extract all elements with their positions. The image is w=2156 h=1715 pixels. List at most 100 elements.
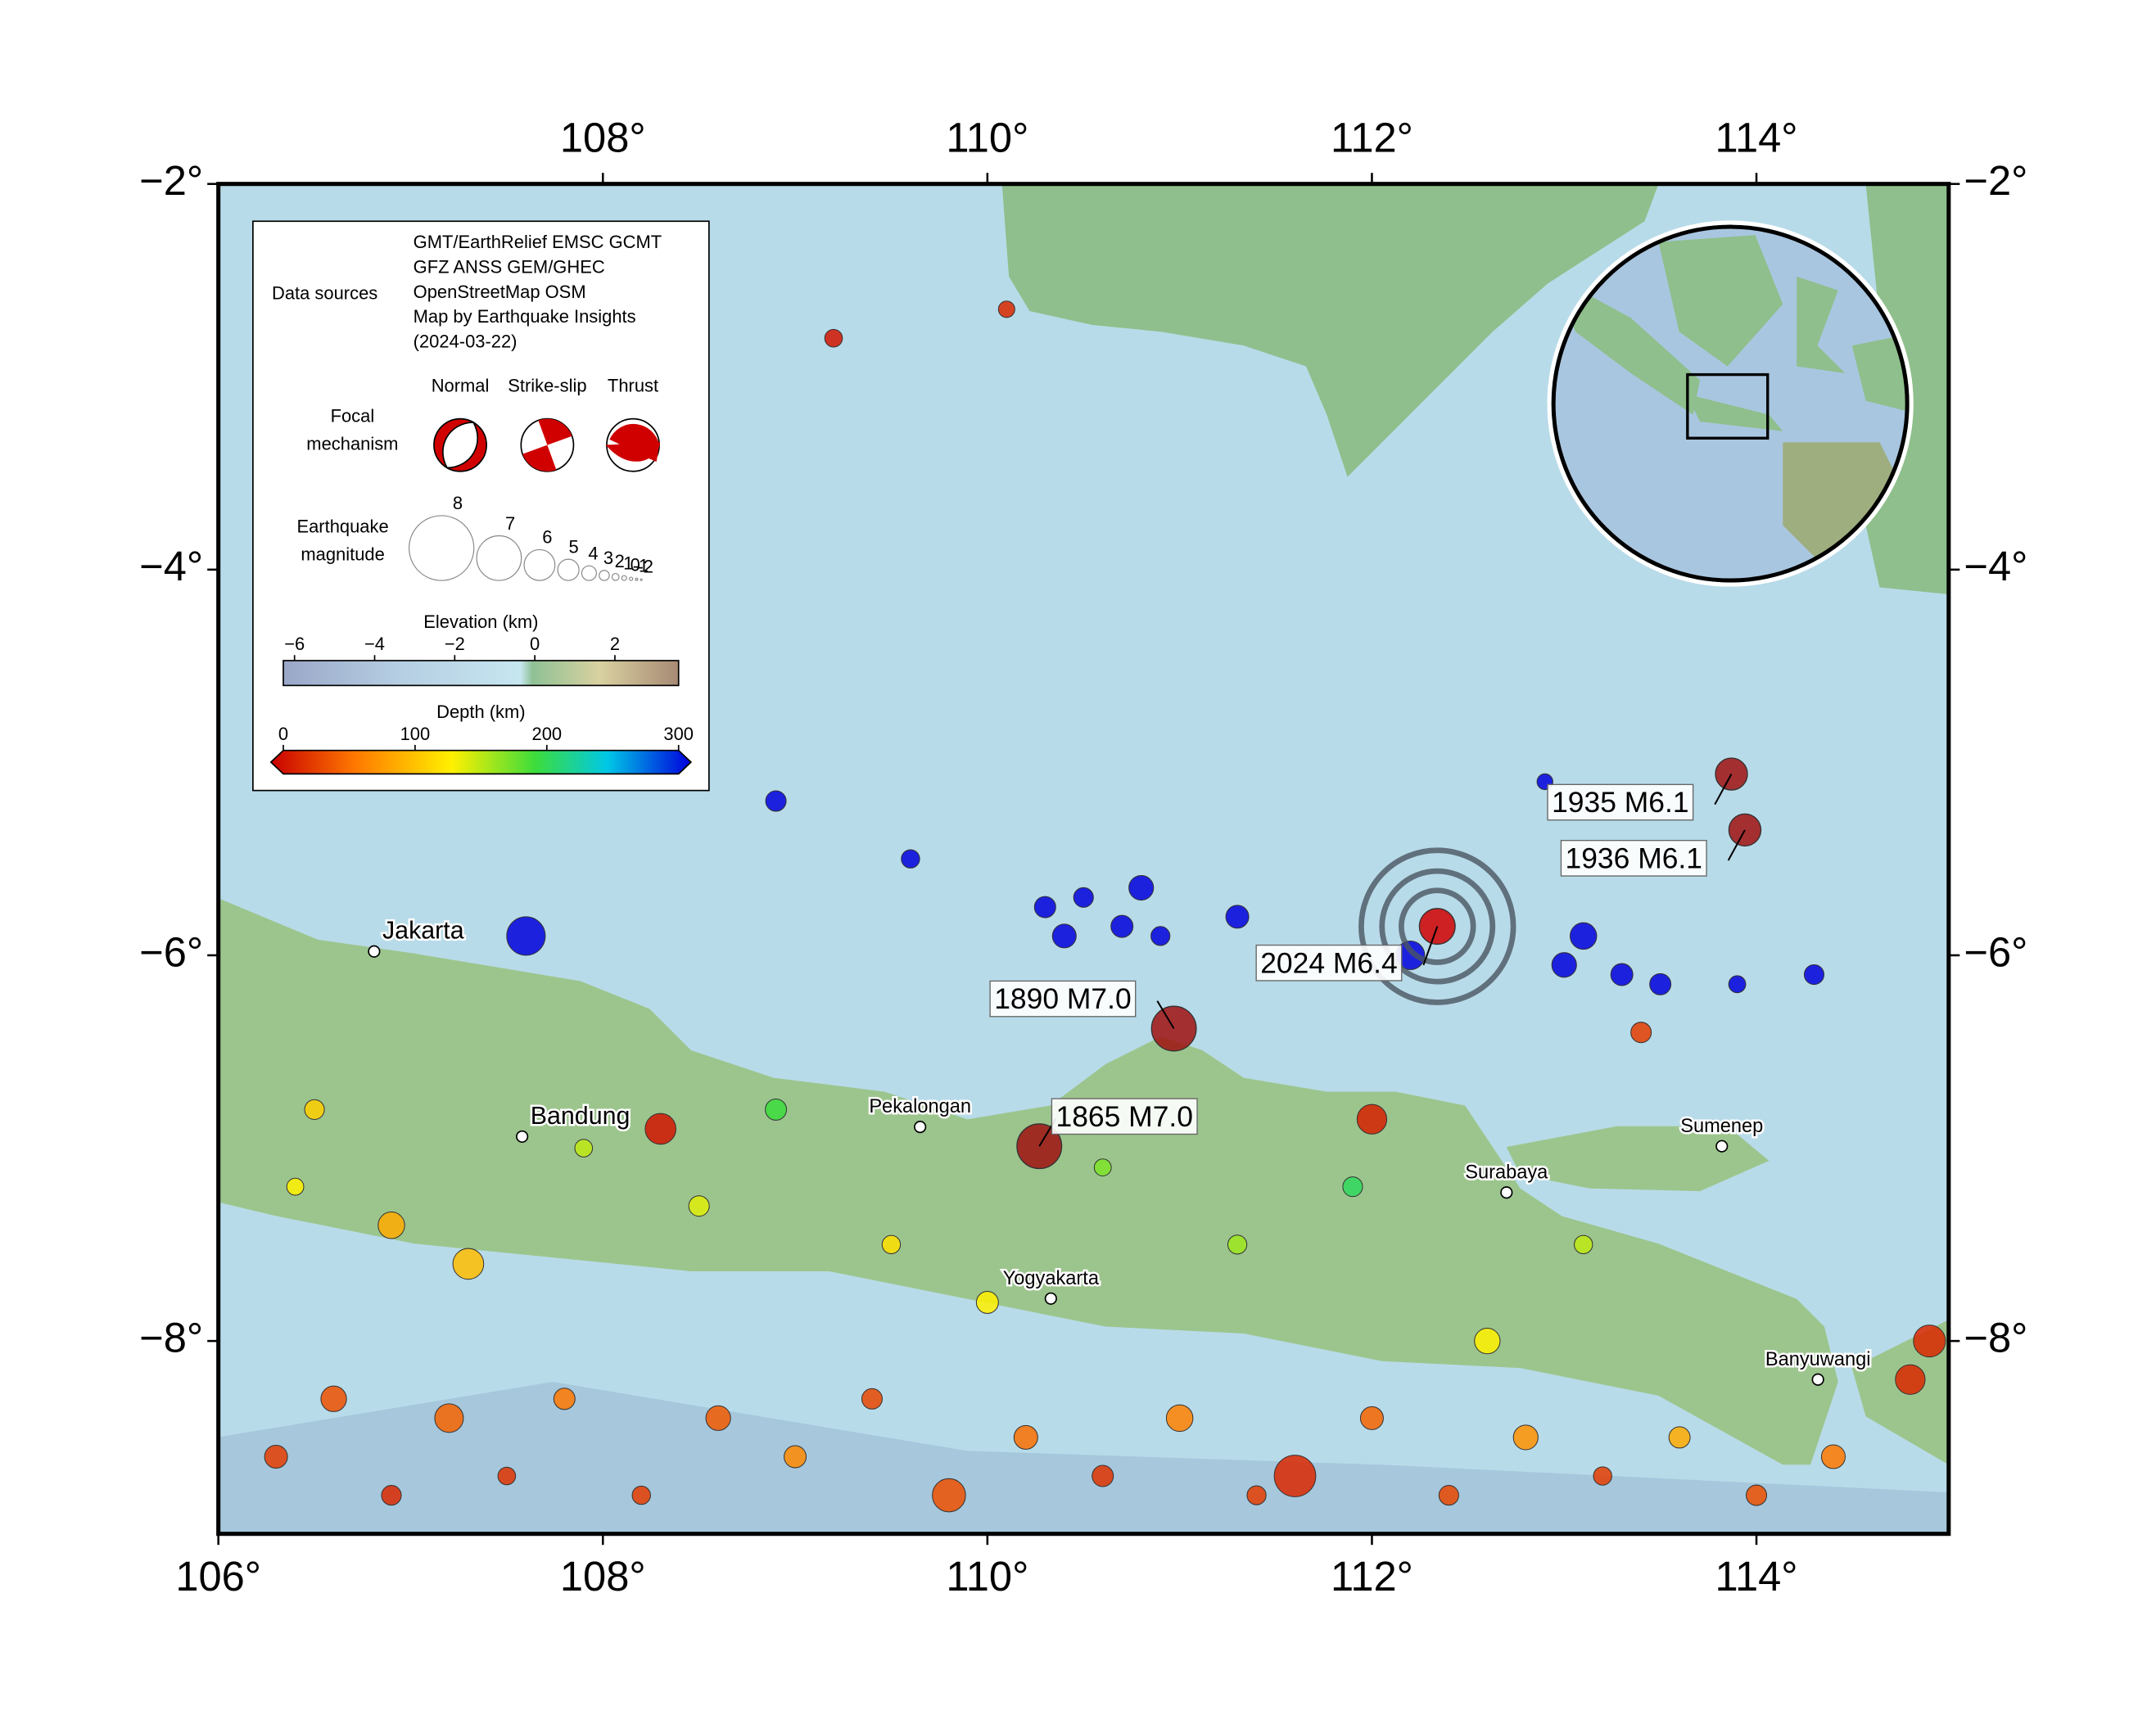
- earthquake: [434, 1403, 464, 1433]
- lat-tick-label: −4°: [139, 543, 203, 589]
- leader-line: [1422, 926, 1439, 966]
- earthquake: [1512, 1424, 1539, 1451]
- earthquake: [1356, 1103, 1388, 1135]
- earthquake: [264, 1444, 288, 1469]
- globe-borneo: [1658, 235, 1783, 367]
- elevation-colorbar: [282, 660, 680, 687]
- earthquake: [997, 300, 1015, 318]
- earthquake: [1073, 887, 1094, 908]
- lon-tick-label: 114°: [1715, 1553, 1798, 1600]
- leader-line: [1714, 774, 1733, 806]
- magnitude-circle: [557, 558, 580, 581]
- lat-tick-label: −2°: [139, 157, 203, 204]
- earthquake: [631, 1485, 651, 1505]
- earthquake: [1630, 1022, 1652, 1044]
- magnitude-circle: [621, 575, 627, 581]
- legend-source: (2024-03-22): [414, 332, 518, 352]
- magnitude-label: -1: [633, 556, 649, 576]
- earthquake: [1593, 1466, 1612, 1486]
- place-marker: [1715, 1140, 1729, 1153]
- beachball-thrust: [605, 417, 661, 472]
- globe-java: [1686, 394, 1783, 431]
- earthquake: [1728, 975, 1747, 994]
- earthquake: [1225, 905, 1250, 929]
- legend-source: GMT/EarthRelief EMSC GCMT: [414, 232, 662, 252]
- place-label: Sumenep: [1680, 1116, 1763, 1137]
- magnitude-label: 8: [453, 493, 463, 513]
- elevation-tick-label: 2: [610, 634, 620, 654]
- lon-tick-label: 108°: [560, 1553, 646, 1600]
- lon-tick-label: 108°: [560, 115, 646, 161]
- depth-tick-label: 200: [532, 724, 563, 744]
- magnitude-circle: [640, 578, 643, 581]
- magnitude-circle: [635, 577, 639, 581]
- earthquake: [497, 1466, 517, 1486]
- earthquake: [452, 1248, 485, 1280]
- magnitude-label: 4: [588, 543, 598, 563]
- earthquake: [1574, 1234, 1593, 1255]
- place-label: Bandung: [531, 1102, 631, 1130]
- lon-tick-label: 112°: [1331, 115, 1413, 161]
- legend-box: [252, 220, 710, 792]
- event-label-box: [989, 980, 1137, 1018]
- earthquake: [1013, 1424, 1038, 1450]
- magnitude-scale: 8 7 6 5 4 3 210-1-2: [409, 493, 653, 581]
- earthquake: [381, 1485, 402, 1506]
- legend: Data sources GMT/EarthRelief EMSC GCMT G…: [252, 220, 710, 792]
- earthquake: [304, 1099, 325, 1120]
- elevation-tick-label: 0: [530, 634, 540, 654]
- legend-magnitude-title: Earthquake: [296, 517, 388, 537]
- earthquake: [377, 1212, 405, 1239]
- earthquake: [553, 1388, 576, 1410]
- globe-extent-box: [1686, 372, 1770, 440]
- deep-ocean: [218, 1382, 1949, 1534]
- place-label: Yogyakarta: [1003, 1268, 1100, 1289]
- event-label: 1890 M7.0: [994, 982, 1131, 1015]
- legend-elevation-title: Elevation (km): [423, 612, 538, 632]
- legend-focal-type: Normal: [432, 376, 490, 396]
- legend-focal-title: mechanism: [306, 433, 398, 454]
- place-marker: [516, 1130, 529, 1144]
- earthquake: [1913, 1325, 1946, 1358]
- beachball-normal: [433, 417, 487, 472]
- ring: [1379, 868, 1496, 985]
- earthquake: [644, 1112, 677, 1145]
- land-borneo: [1001, 183, 1659, 477]
- place-marker: [914, 1121, 927, 1134]
- earthquake: [1051, 923, 1077, 949]
- axis-ticks: 108° 110° 112° 114° 106° 108° 110° 112° 114° −2° −…: [139, 115, 2027, 1600]
- depth-tick-label: 0: [278, 724, 288, 744]
- ring: [1358, 847, 1516, 1005]
- legend-sources-title: Data sources: [272, 283, 377, 304]
- earthquake: [286, 1177, 305, 1196]
- lat-tick-label: −8°: [1964, 1314, 2027, 1361]
- depth-colorbar: [269, 749, 693, 775]
- magnitude-label: -2: [637, 556, 653, 576]
- earthquake: [1803, 964, 1825, 986]
- magnitude-label: 6: [542, 527, 552, 548]
- event-label: 1865 M7.0: [1056, 1100, 1193, 1133]
- place-label: Banyuwangi: [1765, 1349, 1871, 1370]
- map-frame: [216, 182, 1951, 1537]
- earthquake: [1551, 952, 1577, 978]
- place-marker: [1044, 1292, 1057, 1305]
- place-label: Jakarta: [382, 917, 464, 945]
- earthquake: [1668, 1426, 1691, 1449]
- place-marker: [1500, 1186, 1513, 1199]
- globe-halo: [1547, 220, 1914, 587]
- event-label: 1936 M6.1: [1566, 842, 1702, 874]
- elevation-tick-label: −6: [284, 634, 305, 654]
- lat-tick-label: −6°: [1964, 928, 2027, 975]
- earthquake: [784, 1445, 807, 1469]
- lon-tick-label: 110°: [946, 1553, 1028, 1600]
- lon-tick-label: 106°: [175, 1553, 261, 1600]
- earthquake: [861, 1388, 883, 1410]
- elevation-tick-label: −4: [364, 634, 385, 654]
- depth-tick-label: 100: [400, 724, 431, 744]
- colorbar-ticks: −6 −4 −2 0 2 0 100 200 300: [278, 634, 694, 751]
- legend-source: GFZ ANSS GEM/GHEC: [414, 256, 605, 277]
- earthquake: [1110, 914, 1134, 938]
- places: Jakarta Bandung Pekalongan Yogyakarta Suraba…: [368, 914, 1873, 1386]
- earthquake: [1128, 874, 1155, 901]
- earthquake: [1746, 1484, 1768, 1506]
